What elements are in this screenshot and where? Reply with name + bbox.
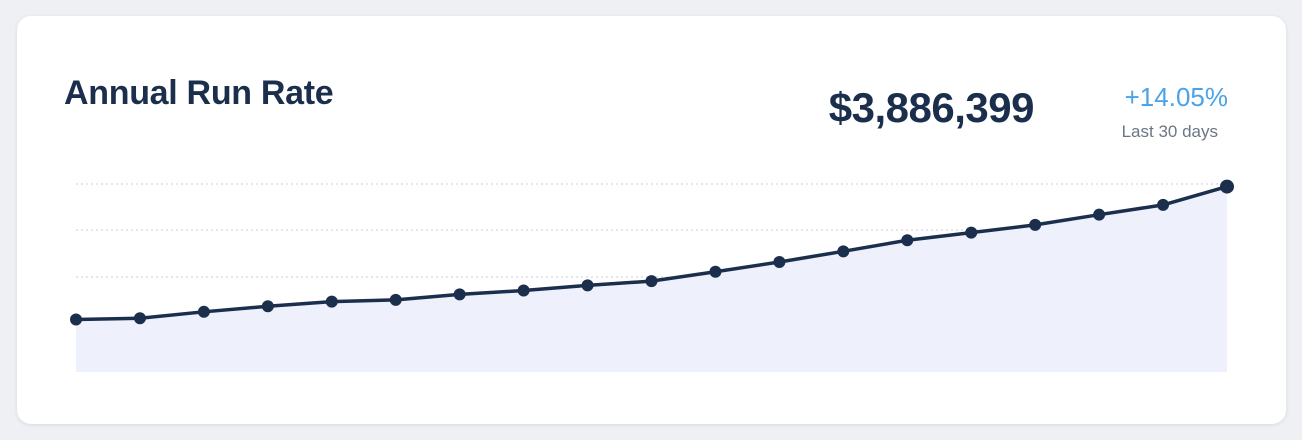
data-point-6 [453, 288, 466, 301]
data-point-3 [261, 300, 274, 313]
data-point-12 [837, 245, 850, 258]
data-point-7 [517, 284, 530, 297]
data-point-14 [965, 226, 978, 239]
data-point-11 [773, 255, 786, 268]
data-point-1 [133, 312, 146, 325]
data-point-10 [709, 265, 722, 278]
data-point-18 [1220, 179, 1234, 194]
change-period-label: Last 30 days [1121, 122, 1218, 141]
data-point-15 [1029, 218, 1042, 231]
change-percentage: +14.05% [1124, 82, 1228, 112]
data-point-13 [901, 234, 914, 247]
data-point-16 [1093, 208, 1106, 221]
data-point-17 [1157, 198, 1170, 211]
metric-value: $3,886,399 [828, 84, 1035, 131]
data-point-0 [70, 313, 82, 326]
card-title: Annual Run Rate [64, 74, 334, 112]
area-fill [76, 186, 1227, 372]
data-point-8 [581, 279, 594, 292]
data-point-9 [645, 275, 658, 288]
data-point-4 [325, 295, 338, 308]
data-point-2 [197, 305, 210, 318]
data-point-5 [389, 293, 402, 306]
